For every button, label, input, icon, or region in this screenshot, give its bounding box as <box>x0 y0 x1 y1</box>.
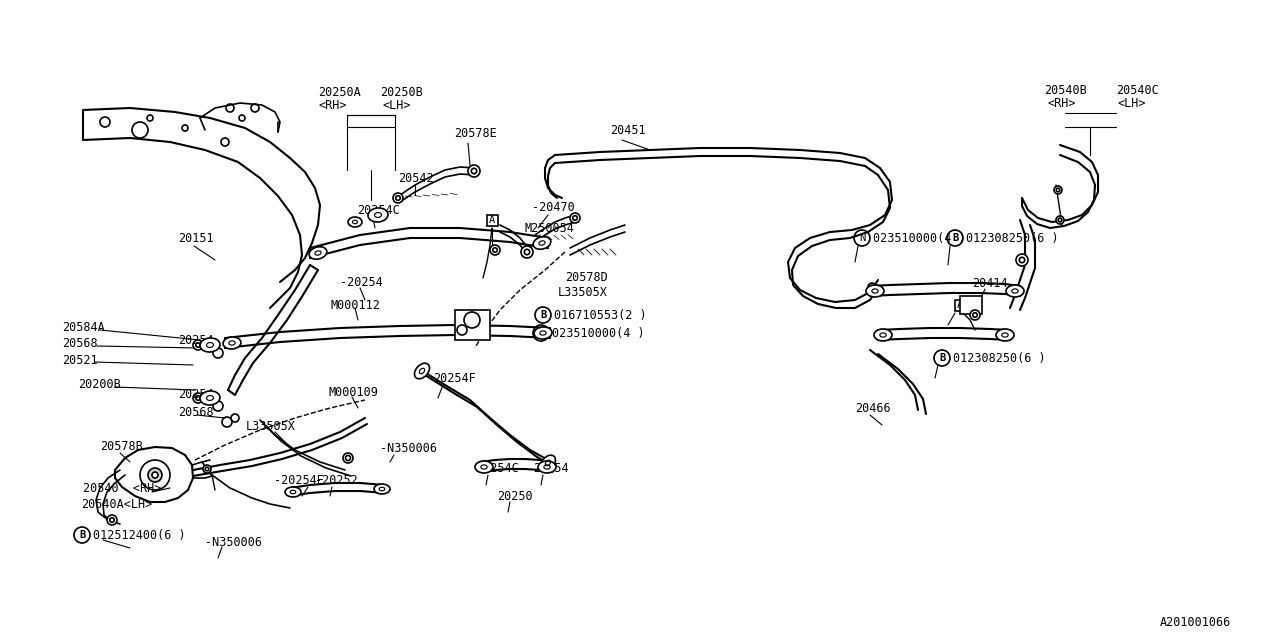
Circle shape <box>193 393 204 403</box>
Ellipse shape <box>348 217 362 227</box>
Text: 20584A: 20584A <box>61 321 105 333</box>
Text: 20540  <RH>: 20540 <RH> <box>83 481 161 495</box>
Text: 20200B: 20200B <box>78 378 120 392</box>
Ellipse shape <box>538 461 556 473</box>
Text: 20568: 20568 <box>61 337 97 349</box>
Text: L33505X: L33505X <box>558 285 608 298</box>
Text: 012512400(6 ): 012512400(6 ) <box>93 529 186 541</box>
Text: M250054: M250054 <box>524 221 573 234</box>
Ellipse shape <box>369 208 388 222</box>
Text: 20466: 20466 <box>855 401 891 415</box>
Text: A201001066: A201001066 <box>1160 616 1231 628</box>
Text: 20254C: 20254C <box>476 461 518 474</box>
Circle shape <box>570 213 580 223</box>
Ellipse shape <box>223 337 241 349</box>
Text: B: B <box>952 233 959 243</box>
Circle shape <box>193 340 204 350</box>
Bar <box>955 300 966 311</box>
Text: 20414: 20414 <box>972 276 1007 289</box>
Text: <LH>: <LH> <box>381 99 411 111</box>
Text: <LH>: <LH> <box>1117 97 1147 109</box>
Bar <box>960 296 982 314</box>
Text: 023510000(4 ): 023510000(4 ) <box>552 326 645 339</box>
Text: 20254C: 20254C <box>357 204 399 216</box>
Text: 20254: 20254 <box>178 388 214 401</box>
Text: 20250B: 20250B <box>380 86 422 99</box>
Text: 20568: 20568 <box>178 406 214 419</box>
Bar <box>454 310 490 340</box>
Ellipse shape <box>867 285 884 297</box>
Text: -20254E: -20254E <box>274 474 324 486</box>
Text: 023510000(4 ): 023510000(4 ) <box>873 232 965 244</box>
Circle shape <box>152 472 157 478</box>
Circle shape <box>393 193 403 203</box>
Text: B: B <box>540 310 547 320</box>
Text: <RH>: <RH> <box>317 99 347 111</box>
Text: N: N <box>538 328 544 338</box>
Text: 20578D: 20578D <box>564 271 608 284</box>
Text: -N350006: -N350006 <box>205 536 262 548</box>
Text: 20254F: 20254F <box>433 371 476 385</box>
Text: -20470: -20470 <box>532 200 575 214</box>
Circle shape <box>970 310 980 320</box>
Text: 012308250(6 ): 012308250(6 ) <box>966 232 1059 244</box>
Text: -N350006: -N350006 <box>380 442 436 454</box>
Text: 20578B: 20578B <box>100 440 143 454</box>
Text: 20521: 20521 <box>61 353 97 367</box>
Circle shape <box>140 460 170 490</box>
Ellipse shape <box>200 391 220 405</box>
Circle shape <box>465 312 480 328</box>
Ellipse shape <box>874 329 892 341</box>
Circle shape <box>108 515 116 525</box>
Text: M000112: M000112 <box>330 298 380 312</box>
Text: 20542: 20542 <box>398 172 434 184</box>
Text: 012308250(6 ): 012308250(6 ) <box>954 351 1046 365</box>
Bar <box>486 215 498 226</box>
Text: 20250: 20250 <box>497 490 532 504</box>
Circle shape <box>868 283 876 291</box>
Text: 20254: 20254 <box>532 461 568 474</box>
Text: 20151: 20151 <box>178 232 214 244</box>
Circle shape <box>204 465 211 473</box>
Circle shape <box>1016 254 1028 266</box>
Ellipse shape <box>540 455 556 471</box>
Text: 20254: 20254 <box>178 333 214 346</box>
Ellipse shape <box>415 363 430 379</box>
Ellipse shape <box>285 487 301 497</box>
Text: L33505X: L33505X <box>246 420 296 433</box>
Ellipse shape <box>1006 285 1024 297</box>
Text: 20540B: 20540B <box>1044 83 1087 97</box>
Text: B: B <box>79 530 86 540</box>
Text: A: A <box>489 215 495 225</box>
Text: N: N <box>859 233 865 243</box>
Circle shape <box>521 246 532 258</box>
Circle shape <box>346 456 351 461</box>
Circle shape <box>1056 216 1064 224</box>
Text: B: B <box>938 353 945 363</box>
Circle shape <box>468 165 480 177</box>
Circle shape <box>490 245 500 255</box>
Text: <RH>: <RH> <box>1047 97 1075 109</box>
Text: 20250A: 20250A <box>317 86 361 99</box>
Text: 016710553(2 ): 016710553(2 ) <box>554 308 646 321</box>
Ellipse shape <box>200 338 220 352</box>
Text: A: A <box>957 300 963 310</box>
Circle shape <box>1053 186 1062 194</box>
Ellipse shape <box>996 329 1014 341</box>
Text: 20540C: 20540C <box>1116 83 1158 97</box>
Ellipse shape <box>310 247 326 259</box>
Text: 20578E: 20578E <box>454 127 497 140</box>
Text: -20252: -20252 <box>315 474 357 486</box>
Ellipse shape <box>534 327 552 339</box>
Ellipse shape <box>534 237 550 249</box>
Circle shape <box>148 468 163 482</box>
Text: 20540A<LH>: 20540A<LH> <box>81 497 152 511</box>
Ellipse shape <box>475 461 493 473</box>
Ellipse shape <box>374 484 390 494</box>
Text: -20254: -20254 <box>340 275 383 289</box>
Text: 20451: 20451 <box>611 124 645 136</box>
Text: M000109: M000109 <box>328 387 378 399</box>
